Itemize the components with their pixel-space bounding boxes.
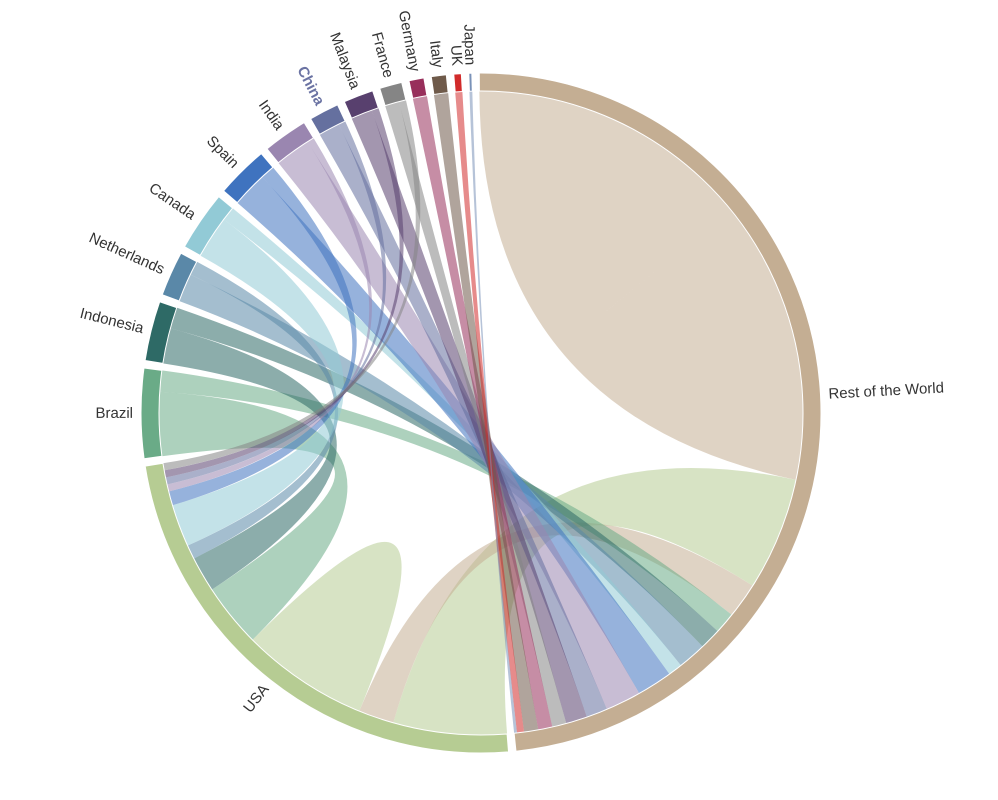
ribbon-uk-to-rest-of-the-world [455,91,525,733]
ribbon-netherlands-to-usa [187,261,339,559]
arc-germany[interactable] [408,77,428,99]
label-brazil: Brazil [95,405,133,422]
arc-japan[interactable] [468,72,473,92]
label-germany: Germany [395,9,424,73]
label-rest-of-the-world: Rest of the World [828,379,944,402]
arc-indonesia[interactable] [144,301,178,364]
ribbon-brazil-to-rest-of-the-world [159,370,732,632]
ribbon-china-to-rest-of-the-world [319,124,608,718]
label-france: France [368,30,397,80]
label-usa: USA [240,681,272,716]
arc-china[interactable] [309,104,346,136]
label-spain: Spain [203,133,242,172]
ribbon-malaysia-to-rest-of-the-world [351,110,587,724]
arc-france[interactable] [379,81,407,107]
label-japan: Japan [460,24,478,65]
arc-usa[interactable] [144,462,510,754]
chord-arcs [140,72,822,754]
arc-uk[interactable] [453,73,463,93]
label-netherlands: Netherlands [86,229,167,278]
arc-canada[interactable] [183,195,234,257]
arc-italy[interactable] [430,74,449,96]
ribbon-netherlands-to-rest-of-the-world [179,274,703,666]
arc-malaysia[interactable] [343,90,379,119]
ribbon-rest-of-the-world-to-usa [359,522,753,723]
label-indonesia: Indonesia [78,305,146,337]
ribbon-canada-to-usa [172,219,344,546]
arc-india[interactable] [266,121,315,164]
arc-rest-of-the-world[interactable] [478,72,822,752]
arc-brazil[interactable] [140,367,163,460]
arc-spain[interactable] [222,152,274,204]
label-uk: UK [447,44,465,66]
ribbon-brazil-to-usa [159,391,348,640]
ribbon-indonesia-to-usa [162,328,337,590]
label-malaysia: Malaysia [326,30,363,92]
ribbon-usa-to-rest-of-the-world [393,468,796,736]
chord-ribbons [159,91,803,736]
ribbon-rest-of-the-world-to-rest-of-the-world [479,91,803,480]
label-india: India [255,97,288,134]
label-italy: Italy [426,39,446,69]
ribbon-japan-to-rest-of-the-world [469,91,517,734]
ribbon-indonesia-to-rest-of-the-world [170,307,718,647]
ribbon-usa-to-usa [252,541,402,712]
ribbon-india-to-rest-of-the-world [278,141,640,710]
ribbon-france-to-rest-of-the-world [385,101,567,727]
label-china: China [293,63,328,108]
arc-netherlands[interactable] [161,252,198,302]
label-canada: Canada [146,180,199,224]
